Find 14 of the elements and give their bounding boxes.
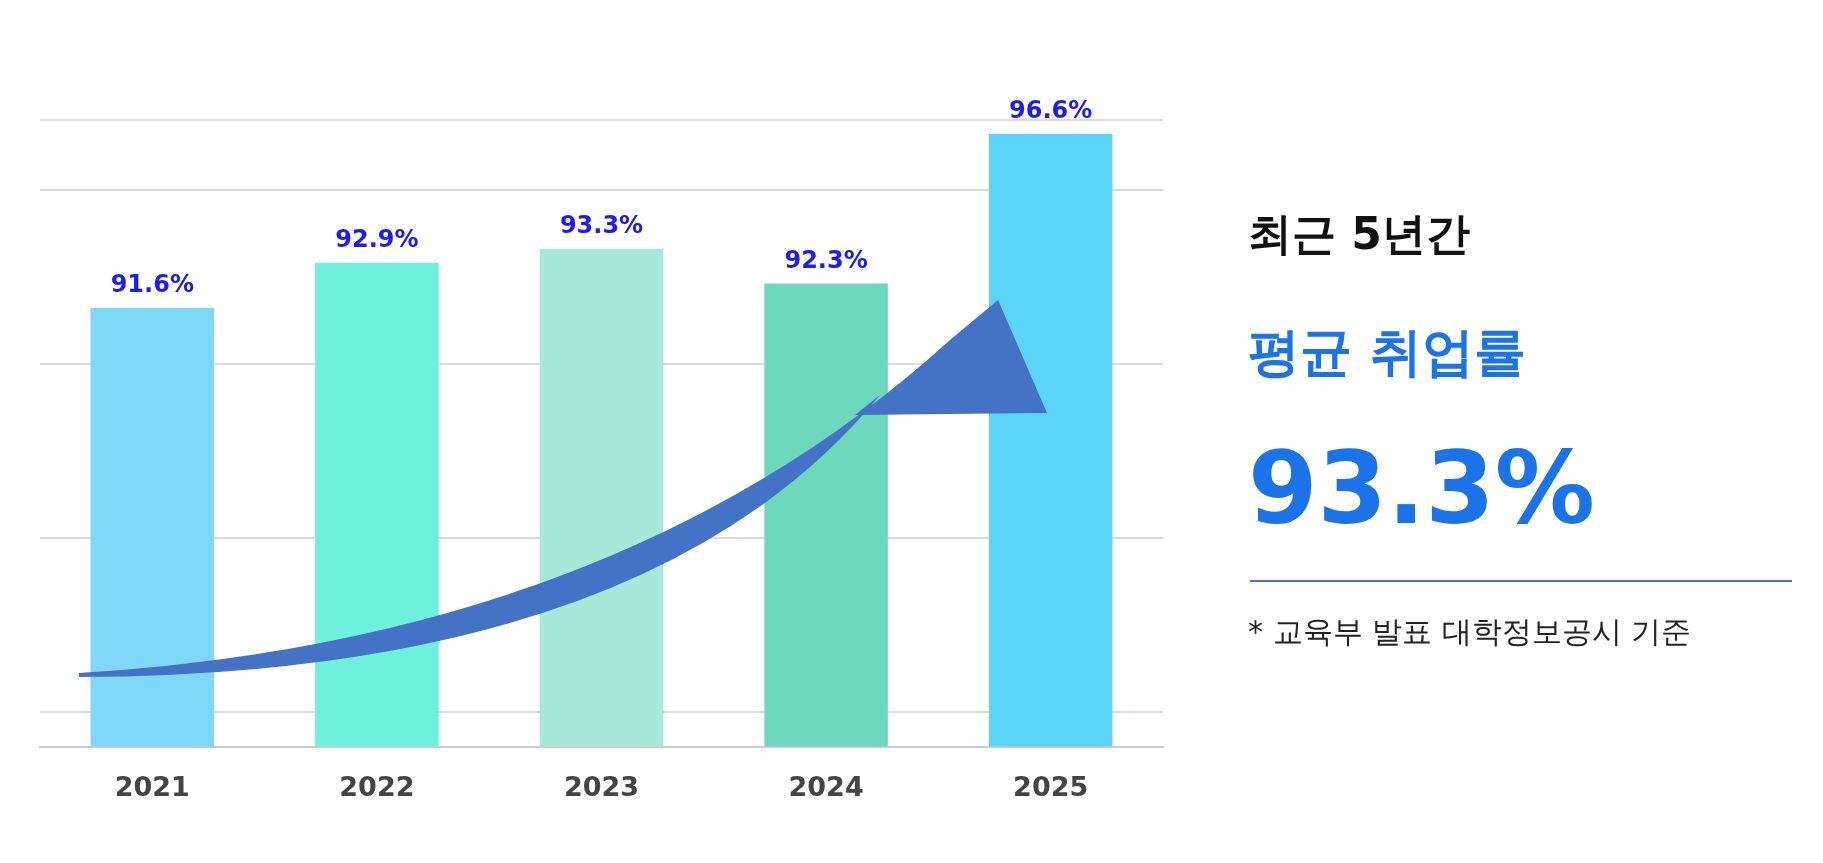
- x-tick-label: 2024: [788, 770, 864, 802]
- x-tick-label: 2022: [339, 770, 415, 802]
- data-label: 96.6%: [1009, 96, 1093, 125]
- data-label: 92.3%: [784, 245, 868, 274]
- text: 최근 5년간: [1248, 207, 1470, 261]
- text: * 교육부 발표 대학정보공시 기준: [1248, 613, 1692, 651]
- x-tick-label: 2025: [1013, 770, 1089, 802]
- text: 93.3%: [1248, 430, 1595, 547]
- data-label: 91.6%: [110, 270, 194, 299]
- x-tick-label: 2023: [563, 770, 640, 802]
- data-label: 92.9%: [335, 224, 419, 253]
- x-tick-label: 2021: [114, 770, 190, 802]
- text: 평균 취업률: [1248, 321, 1527, 384]
- data-label: 93.3%: [559, 211, 644, 240]
